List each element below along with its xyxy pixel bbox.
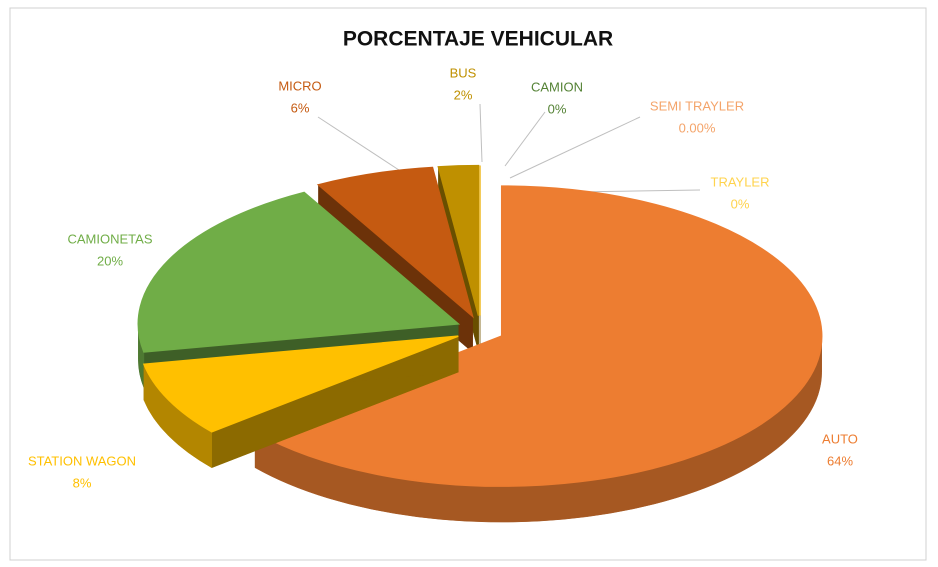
slice-value-label: 6% (291, 100, 310, 115)
leader-line (317, 116, 403, 173)
leader-line (504, 111, 546, 167)
slice-value-label: 0.00% (679, 120, 716, 135)
slice-category-label: CAMION (531, 79, 583, 94)
leader-line (509, 116, 641, 179)
slice-value-label: 64% (827, 453, 853, 468)
slice-top (142, 335, 459, 433)
slice-category-label: STATION WAGON (28, 453, 136, 468)
slice-top (253, 185, 823, 487)
slice-top (316, 166, 474, 319)
slice-value-label: 0% (731, 196, 750, 211)
slice-category-label: MICRO (278, 78, 321, 93)
slice (142, 335, 459, 469)
slice-category-label: CAMIONETAS (68, 231, 153, 246)
chart-title: PORCENTAJE VEHICULAR (343, 28, 613, 51)
slice-category-label: BUS (450, 65, 477, 80)
slice-category-label: TRAYLER (711, 174, 770, 189)
slice-value-label: 20% (97, 253, 123, 268)
slice-top (137, 191, 461, 353)
slice-category-label: SEMI TRAYLER (650, 98, 744, 113)
slice-value-label: 2% (454, 87, 473, 102)
leader-line (479, 103, 483, 163)
slice-value-label: 0% (548, 101, 567, 116)
slice-category-label: AUTO (822, 431, 858, 446)
slice-top (437, 164, 480, 316)
slice-value-label: 8% (73, 475, 92, 490)
